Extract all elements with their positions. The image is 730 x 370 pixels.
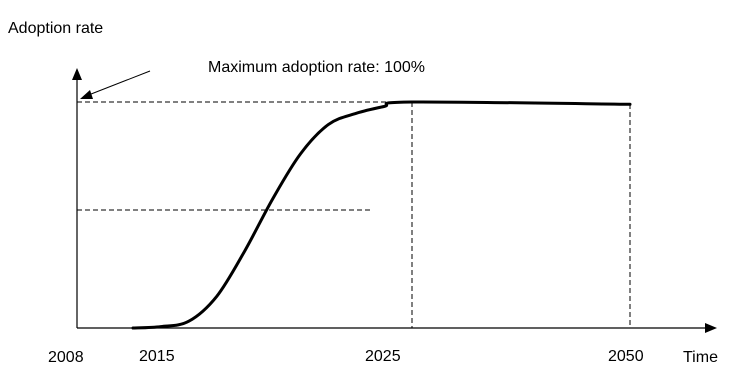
x-tick-label-2015: 2015 [139,348,175,365]
x-tick-label-2050: 2050 [608,348,644,365]
y-axis-arrowhead [72,68,82,80]
annotation-arrow-line [85,70,151,97]
y-axis-label: Adoption rate [8,20,103,37]
adoption-curve [131,100,632,330]
x-axis-arrowhead [705,323,717,333]
annotation-arrowhead [80,90,93,99]
x-tick-label-2008: 2008 [48,349,84,365]
max-rate-annotation: Maximum adoption rate: 100% [208,59,425,76]
x-tick-label-2025: 2025 [365,348,401,365]
x-axis-label: Time [683,349,718,365]
